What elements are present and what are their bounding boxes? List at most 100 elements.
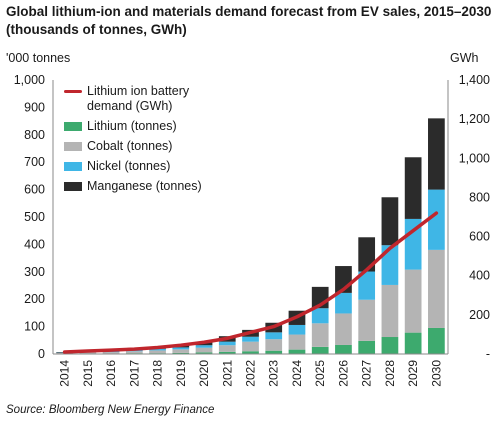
legend-label: Lithium ion battery demand (GWh): [87, 84, 190, 113]
bar-segment: [335, 344, 352, 354]
bar-segment: [265, 350, 283, 354]
y2-tick-label: 1,200: [459, 112, 490, 126]
battery-demand-line: [62, 211, 439, 354]
x-tick-label: 2019: [174, 360, 188, 387]
bar-segment: [358, 271, 376, 300]
bar-segment: [79, 352, 97, 354]
x-tick-label: 2026: [336, 360, 350, 387]
legend-label: Manganese (tonnes): [87, 179, 202, 193]
y2-tick-label: 200: [469, 308, 490, 322]
left-axis-unit-label: '000 tonnes: [6, 51, 71, 65]
legend-swatch: [64, 122, 82, 131]
bar-segment: [428, 118, 445, 190]
legend-label: Cobalt (tonnes): [87, 139, 173, 153]
y-tick-label: 100: [24, 320, 45, 334]
legend-swatch: [64, 162, 82, 171]
bar-segment: [358, 340, 376, 354]
x-tick-label: 2028: [383, 360, 397, 387]
y2-tick-label: 800: [469, 190, 490, 204]
bar-segment: [149, 348, 166, 351]
y-tick-label: 800: [24, 128, 45, 142]
x-tick-label: 2021: [220, 360, 234, 387]
bar-segment: [242, 336, 259, 342]
y-tick-label: 1,000: [14, 73, 45, 87]
chart-title: Global lithium-ion and materials demand …: [6, 4, 492, 37]
legend-label: Lithium (tonnes): [87, 119, 177, 133]
bar-segment: [404, 218, 422, 270]
bar-segment: [218, 345, 236, 352]
x-tick-label: 2016: [104, 360, 118, 387]
bar-segment: [172, 352, 190, 354]
bar-segment: [381, 245, 399, 285]
x-tick-label: 2023: [267, 360, 281, 387]
x-tick-label: 2024: [290, 360, 304, 387]
y2-tick-label: 400: [469, 269, 490, 283]
y-tick-label: 200: [24, 292, 45, 306]
x-tick-label: 2030: [429, 360, 443, 387]
source-note: Source: Bloomberg New Energy Finance: [6, 404, 215, 416]
bar-segment: [195, 347, 213, 353]
legend-item: Lithium ion battery demand (GWh): [64, 84, 214, 114]
bar-segment: [381, 337, 399, 354]
legend-swatch: [64, 90, 82, 93]
bar-segment: [335, 313, 352, 345]
legend-item: Manganese (tonnes): [64, 179, 214, 194]
x-tick-label: 2015: [81, 360, 95, 387]
x-tick-label: 2029: [406, 360, 420, 387]
y-tick-label: 0: [38, 347, 45, 361]
bar-segment: [288, 349, 306, 354]
bar-segment: [172, 347, 190, 350]
bar-segment: [288, 324, 306, 335]
x-tick-label: 2025: [313, 360, 327, 387]
y-tick-label: 400: [24, 237, 45, 251]
bar-segment: [218, 341, 236, 346]
y2-tick-label: 1,000: [459, 151, 490, 165]
chart-legend: Lithium ion battery demand (GWh) Lithium …: [64, 84, 214, 199]
x-tick-label: 2020: [197, 360, 211, 387]
y-tick-label: 500: [24, 210, 45, 224]
bar-segment: [311, 323, 329, 347]
bar-segment: [428, 327, 445, 354]
bar-segment: [381, 284, 399, 338]
x-tick-label: 2018: [151, 360, 165, 387]
legend-item: Cobalt (tonnes): [64, 139, 214, 154]
bar-segment: [288, 334, 306, 350]
y2-tick-label: -: [486, 347, 490, 361]
bar-segment: [242, 341, 259, 352]
bar-segment: [242, 351, 259, 354]
bar-segment: [358, 237, 376, 272]
bar-segment: [358, 299, 376, 341]
bar-segment: [311, 346, 329, 354]
y-tick-label: 700: [24, 155, 45, 169]
bar-segment: [195, 345, 213, 348]
y2-tick-label: 1,400: [459, 73, 490, 87]
legend-item: Lithium (tonnes): [64, 119, 214, 134]
bar-segment: [265, 332, 283, 340]
y2-tick-label: 600: [469, 230, 490, 244]
bar-segment: [149, 350, 166, 354]
bar-segment: [404, 269, 422, 333]
x-tick-label: 2022: [244, 360, 258, 387]
legend-label: Nickel (tonnes): [87, 159, 171, 173]
y-tick-label: 900: [24, 100, 45, 114]
y-tick-label: 300: [24, 265, 45, 279]
x-tick-label: 2014: [58, 360, 72, 387]
right-axis-unit-label: GWh: [450, 51, 479, 65]
bar-segment: [428, 189, 445, 250]
legend-swatch: [64, 182, 82, 191]
bar-segment: [404, 157, 422, 219]
x-tick-label: 2017: [127, 360, 141, 387]
bar-segment: [311, 308, 329, 324]
bar-segment: [404, 332, 422, 354]
bar-segment: [125, 351, 143, 354]
legend-swatch: [64, 142, 82, 151]
y-tick-label: 600: [24, 183, 45, 197]
bar-segment: [172, 349, 190, 353]
bar-segment: [102, 352, 120, 354]
bar-segment: [428, 249, 445, 328]
bar-segment: [335, 292, 352, 314]
bar-segment: [218, 351, 236, 354]
bar-segment: [195, 352, 213, 354]
bar-segment: [381, 197, 399, 246]
